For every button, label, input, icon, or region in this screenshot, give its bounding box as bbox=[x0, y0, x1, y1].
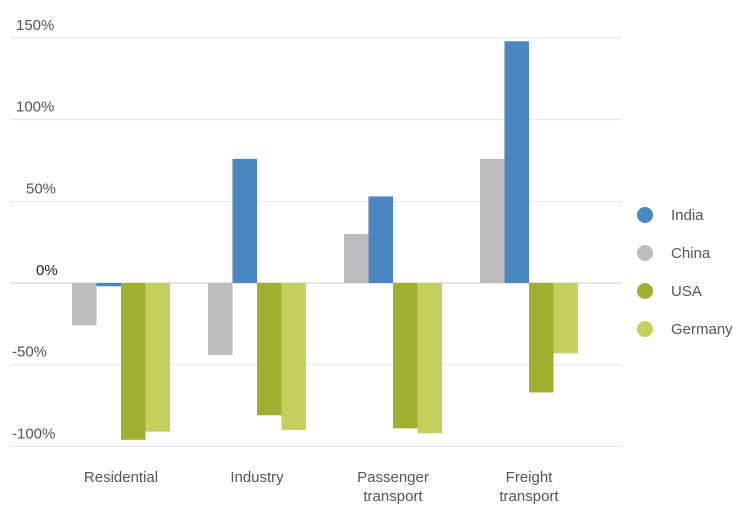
legend-marker-india bbox=[637, 207, 653, 223]
bar-china-3 bbox=[480, 158, 505, 283]
legend-label-usa: USA bbox=[671, 283, 702, 300]
category-label: transport bbox=[499, 488, 559, 505]
category-label: Industry bbox=[230, 469, 284, 486]
legend-label-india: India bbox=[671, 207, 704, 224]
y-axis-ticks: 150% 100% 50% 0% -50% -100% bbox=[12, 17, 58, 442]
bar-germany-2 bbox=[417, 283, 442, 434]
bar-india-3 bbox=[504, 41, 529, 284]
y-tick-label: 150% bbox=[16, 17, 54, 34]
legend: India China USA Germany bbox=[637, 207, 733, 338]
bar-germany-0 bbox=[145, 283, 170, 432]
bar-usa-2 bbox=[393, 283, 418, 429]
category-label: Residential bbox=[84, 469, 158, 486]
legend-label-germany: Germany bbox=[671, 321, 733, 338]
bar-germany-1 bbox=[281, 283, 306, 430]
legend-marker-germany bbox=[637, 321, 653, 337]
category-label: Freight bbox=[506, 469, 554, 486]
bar-usa-3 bbox=[529, 283, 554, 393]
y-tick-label: 0% bbox=[36, 262, 58, 279]
y-tick-label: -50% bbox=[12, 344, 47, 361]
bars bbox=[72, 41, 578, 440]
bar-usa-0 bbox=[121, 283, 146, 440]
x-axis-categories: Residential Industry Passenger transport Fre… bbox=[84, 469, 560, 505]
bar-china-0 bbox=[72, 283, 97, 326]
legend-marker-china bbox=[637, 245, 653, 261]
y-tick-label: 50% bbox=[26, 180, 56, 197]
bar-india-2 bbox=[368, 196, 393, 283]
bar-china-1 bbox=[208, 283, 233, 355]
bar-india-1 bbox=[232, 158, 257, 283]
bar-germany-3 bbox=[553, 283, 578, 354]
category-label: transport bbox=[363, 488, 423, 505]
bar-china-2 bbox=[344, 234, 369, 283]
bar-india-0 bbox=[96, 283, 121, 287]
legend-label-china: China bbox=[671, 245, 711, 262]
y-tick-label: -100% bbox=[12, 425, 55, 442]
legend-marker-usa bbox=[637, 283, 653, 299]
bar-usa-1 bbox=[257, 283, 282, 416]
y-tick-label: 100% bbox=[16, 99, 54, 116]
category-label: Passenger bbox=[357, 469, 429, 486]
